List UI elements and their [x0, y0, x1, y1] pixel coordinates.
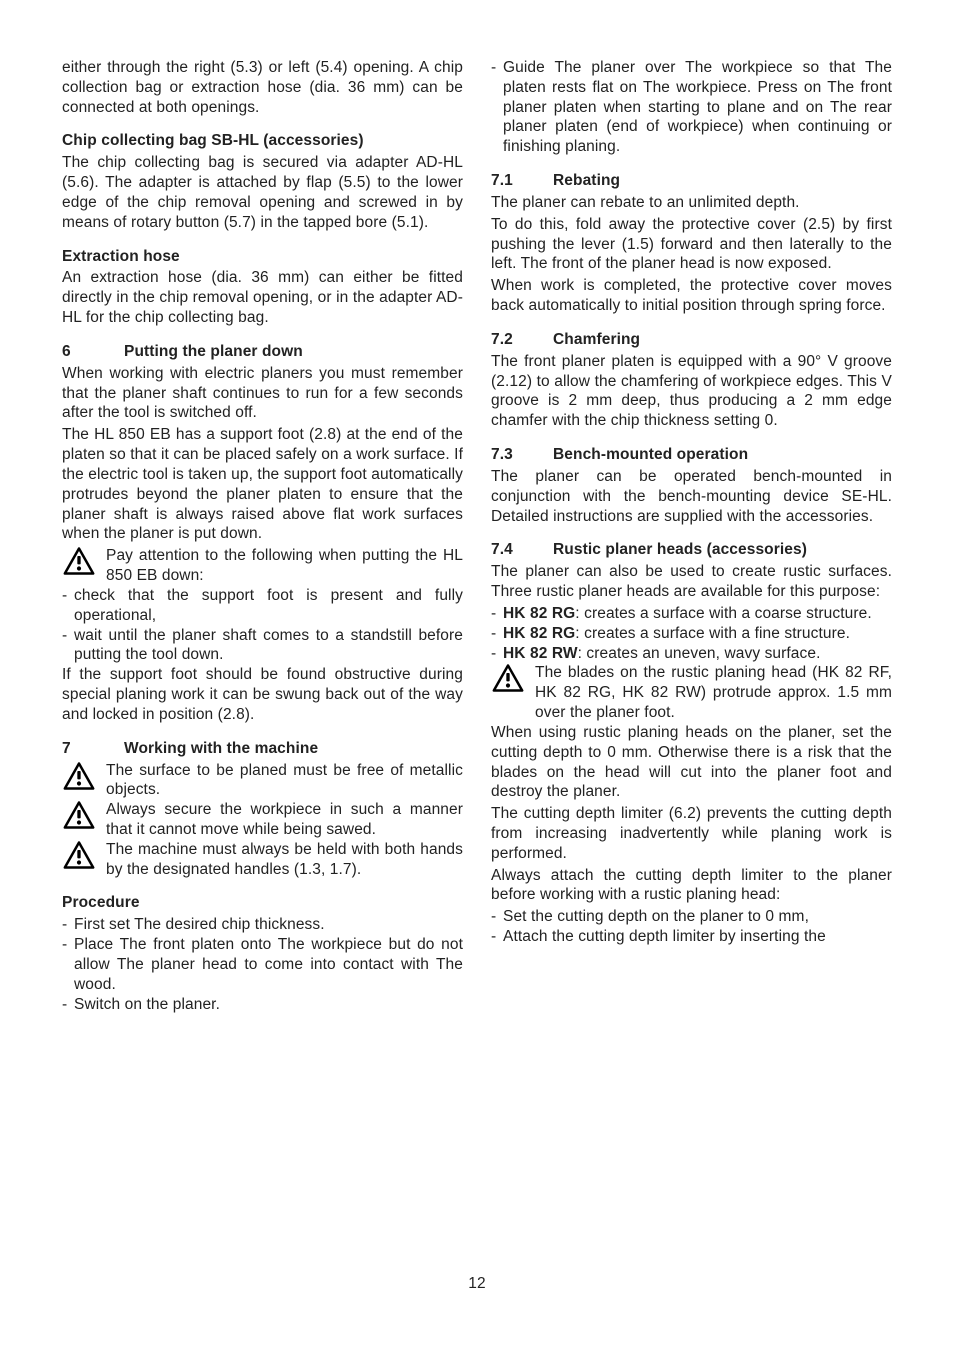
warning-icon	[62, 800, 106, 830]
paragraph: The planer can rebate to an unlimited de…	[491, 193, 892, 213]
warning-icon	[62, 546, 106, 576]
list-item: -Place The front platen onto The workpie…	[62, 935, 463, 994]
list-item: -HK 82 RW: creates an uneven, wavy surfa…	[491, 644, 892, 664]
warning-row: Pay attention to the following when putt…	[62, 546, 463, 586]
paragraph: When working with electric planers you m…	[62, 364, 463, 423]
list-text: Guide The planer over The workpiece so t…	[503, 58, 892, 157]
paragraph: The HL 850 EB has a support foot (2.8) a…	[62, 425, 463, 544]
list-text: Set the cutting depth on the planer to 0…	[503, 907, 892, 927]
paragraph: To do this, fold away the protective cov…	[491, 215, 892, 274]
section-number: 7.1	[491, 171, 553, 191]
list-text: First set The desired chip thickness.	[74, 915, 463, 935]
paragraph: The front planer platen is equipped with…	[491, 352, 892, 431]
warning-icon	[491, 663, 535, 693]
section-7-1-heading: 7.1 Rebating	[491, 171, 892, 191]
paragraph: either through the right (5.3) or left (…	[62, 58, 463, 117]
list-item: -First set The desired chip thickness.	[62, 915, 463, 935]
content-columns: either through the right (5.3) or left (…	[62, 58, 892, 1258]
list-item: -check that the support foot is present …	[62, 586, 463, 626]
section-7-4-heading: 7.4 Rustic planer heads (accessories)	[491, 540, 892, 560]
heading-procedure: Procedure	[62, 893, 463, 913]
section-title: Rustic planer heads (accessories)	[553, 540, 807, 560]
section-6-heading: 6 Putting the planer down	[62, 342, 463, 362]
list-text: check that the support foot is present a…	[74, 586, 463, 626]
paragraph: When work is completed, the protective c…	[491, 276, 892, 316]
list-text: Attach the cutting depth limiter by inse…	[503, 927, 892, 947]
section-7-3-heading: 7.3 Bench-mounted operation	[491, 445, 892, 465]
heading-extraction-hose: Extraction hose	[62, 247, 463, 267]
paragraph: When using rustic planing heads on the p…	[491, 723, 892, 802]
section-number: 7.4	[491, 540, 553, 560]
list-item: -Set the cutting depth on the planer to …	[491, 907, 892, 927]
section-number: 7.2	[491, 330, 553, 350]
list-item: -Switch on the planer.	[62, 995, 463, 1015]
warning-text: Pay attention to the following when putt…	[106, 546, 463, 586]
warning-icon	[62, 761, 106, 791]
warning-row: The machine must always be held with bot…	[62, 840, 463, 880]
paragraph: If the support foot should be found obst…	[62, 665, 463, 724]
section-number: 6	[62, 342, 124, 362]
warning-icon	[62, 840, 106, 870]
list-item: -Attach the cutting depth limiter by ins…	[491, 927, 892, 947]
section-7-2-heading: 7.2 Chamfering	[491, 330, 892, 350]
warning-text: The blades on the rustic planing head (H…	[535, 663, 892, 722]
list-text: wait until the planer shaft comes to a s…	[74, 626, 463, 666]
paragraph: The planer can also be used to create ru…	[491, 562, 892, 602]
warning-text: Always secure the workpiece in such a ma…	[106, 800, 463, 840]
list-text: Place The front platen onto The workpiec…	[74, 935, 463, 994]
paragraph: The planer can be operated bench-mounted…	[491, 467, 892, 526]
warning-row: The surface to be planed must be free of…	[62, 761, 463, 801]
section-title: Putting the planer down	[124, 342, 303, 362]
list-item: -wait until the planer shaft comes to a …	[62, 626, 463, 666]
warning-row: Always secure the workpiece in such a ma…	[62, 800, 463, 840]
paragraph: An extraction hose (dia. 36 mm) can eith…	[62, 268, 463, 327]
warning-row: The blades on the rustic planing head (H…	[491, 663, 892, 722]
section-title: Chamfering	[553, 330, 640, 350]
section-number: 7.3	[491, 445, 553, 465]
page-number: 12	[62, 1274, 892, 1294]
list-text: HK 82 RG: creates a surface with a fine …	[503, 624, 892, 644]
warning-text: The surface to be planed must be free of…	[106, 761, 463, 801]
section-7-heading: 7 Working with the machine	[62, 739, 463, 759]
list-text: HK 82 RW: creates an uneven, wavy surfac…	[503, 644, 892, 664]
warning-text: The machine must always be held with bot…	[106, 840, 463, 880]
list-item: -HK 82 RG: creates a surface with a coar…	[491, 604, 892, 624]
list-item: -HK 82 RG: creates a surface with a fine…	[491, 624, 892, 644]
list-item: -Guide The planer over The workpiece so …	[491, 58, 892, 157]
section-title: Rebating	[553, 171, 620, 191]
heading-chip-bag: Chip collecting bag SB-HL (accessories)	[62, 131, 463, 151]
section-number: 7	[62, 739, 124, 759]
list-text: HK 82 RG: creates a surface with a coars…	[503, 604, 892, 624]
section-title: Bench-mounted operation	[553, 445, 748, 465]
list-text: Switch on the planer.	[74, 995, 463, 1015]
paragraph: Always attach the cutting depth limiter …	[491, 866, 892, 906]
paragraph: The chip collecting bag is secured via a…	[62, 153, 463, 232]
paragraph: The cutting depth limiter (6.2) prevents…	[491, 804, 892, 863]
section-title: Working with the machine	[124, 739, 318, 759]
